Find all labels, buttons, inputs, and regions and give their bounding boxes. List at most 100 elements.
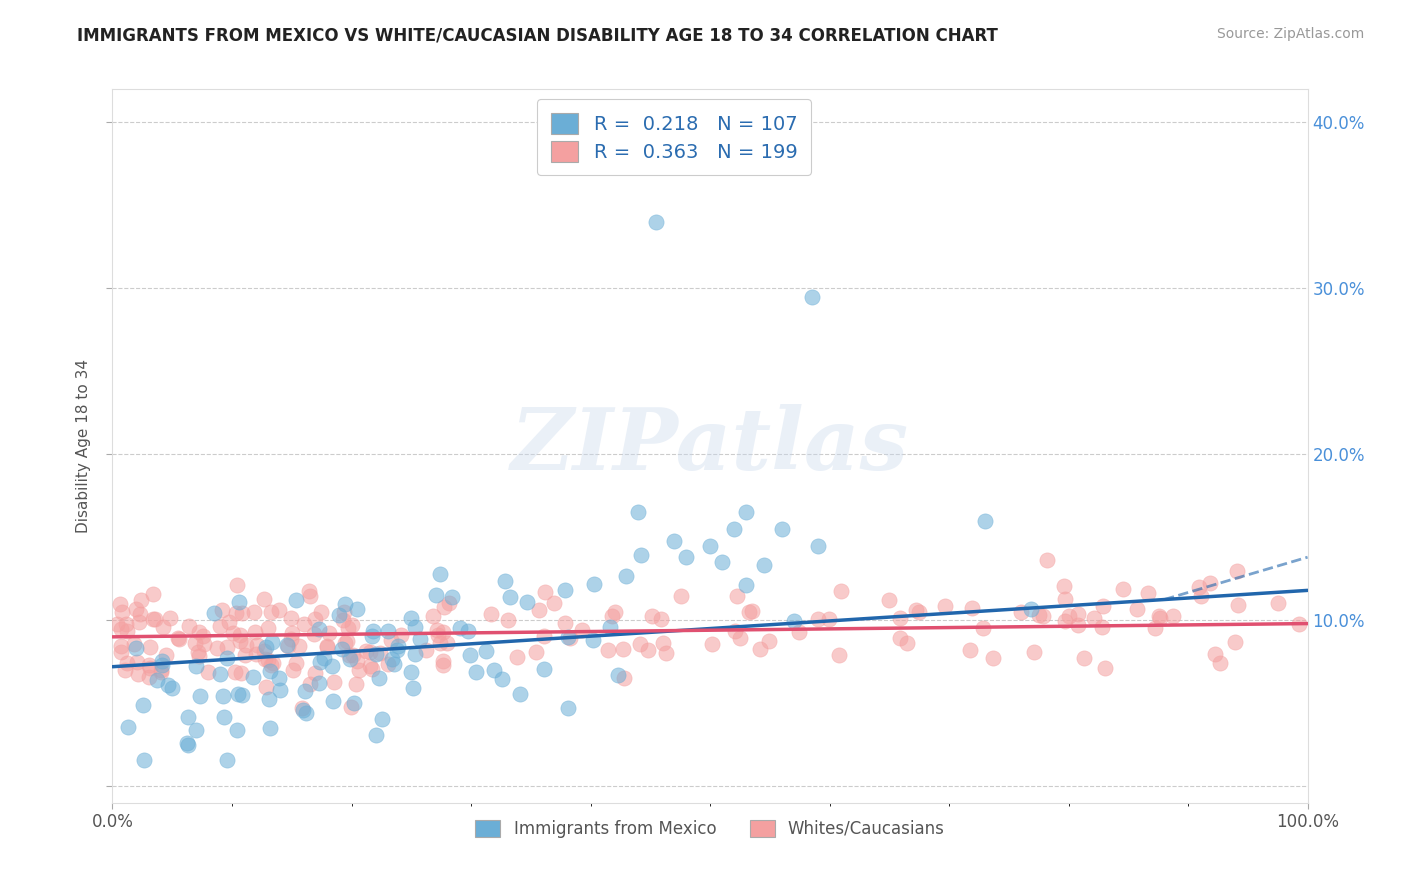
Point	[475, 644, 498, 658]
Point	[702, 637, 724, 651]
Point	[332, 614, 354, 628]
Point	[257, 692, 280, 706]
Point	[516, 595, 538, 609]
Point	[637, 643, 659, 657]
Point	[177, 709, 200, 723]
Point	[167, 632, 190, 646]
Point	[229, 634, 252, 648]
Point	[1024, 645, 1046, 659]
Point	[491, 672, 513, 686]
Point	[134, 754, 156, 768]
Point	[359, 659, 381, 673]
Point	[422, 608, 444, 623]
Point	[711, 555, 734, 569]
Point	[139, 661, 162, 675]
Point	[243, 624, 266, 639]
Point	[117, 720, 139, 734]
Point	[368, 646, 391, 660]
Point	[429, 636, 451, 650]
Y-axis label: Disability Age 18 to 34: Disability Age 18 to 34	[76, 359, 91, 533]
Point	[960, 600, 983, 615]
Point	[281, 626, 304, 640]
Point	[322, 694, 344, 708]
Point	[260, 657, 283, 672]
Point	[193, 637, 215, 651]
Point	[150, 665, 173, 680]
Point	[974, 514, 997, 528]
Point	[509, 687, 531, 701]
Point	[440, 591, 463, 605]
Point	[807, 539, 830, 553]
Point	[314, 651, 336, 665]
Point	[628, 638, 651, 652]
Point	[415, 643, 437, 657]
Point	[557, 630, 579, 644]
Point	[554, 583, 576, 598]
Point	[380, 632, 402, 647]
Point	[347, 663, 370, 677]
Point	[283, 663, 305, 677]
Point	[529, 602, 551, 616]
Point	[342, 696, 364, 710]
Point	[1073, 650, 1095, 665]
Point	[309, 605, 332, 619]
Point	[1227, 598, 1250, 612]
Point	[1136, 585, 1159, 599]
Point	[125, 655, 148, 669]
Point	[557, 701, 579, 715]
Point	[699, 539, 721, 553]
Point	[645, 215, 668, 229]
Point	[254, 640, 277, 655]
Point	[191, 629, 214, 643]
Point	[262, 656, 284, 670]
Point	[905, 603, 928, 617]
Point	[1019, 602, 1042, 616]
Point	[202, 606, 225, 620]
Point	[208, 619, 231, 633]
Point	[738, 606, 761, 620]
Point	[404, 647, 426, 661]
Point	[315, 640, 337, 654]
Point	[176, 736, 198, 750]
Point	[197, 665, 219, 679]
Point	[295, 706, 318, 721]
Point	[598, 643, 620, 657]
Point	[758, 633, 780, 648]
Point	[229, 665, 252, 680]
Point	[959, 642, 981, 657]
Point	[142, 612, 165, 626]
Point	[342, 618, 364, 632]
Point	[879, 593, 901, 607]
Point	[259, 665, 281, 679]
Point	[361, 624, 384, 639]
Point	[285, 593, 308, 607]
Point	[218, 615, 240, 630]
Point	[128, 615, 150, 630]
Point	[177, 738, 200, 752]
Point	[725, 589, 748, 603]
Point	[655, 646, 678, 660]
Point	[627, 505, 650, 519]
Point	[308, 676, 330, 690]
Point	[669, 589, 692, 603]
Point	[108, 597, 131, 611]
Point	[1149, 611, 1171, 625]
Point	[571, 623, 593, 637]
Point	[339, 652, 361, 666]
Point	[298, 583, 321, 598]
Point	[1057, 608, 1080, 623]
Point	[110, 645, 132, 659]
Point	[254, 652, 277, 666]
Point	[741, 604, 763, 618]
Point	[650, 612, 672, 626]
Point	[142, 587, 165, 601]
Point	[381, 652, 404, 666]
Point	[337, 648, 360, 663]
Point	[830, 584, 852, 599]
Point	[554, 615, 576, 630]
Point	[339, 700, 361, 714]
Point	[333, 597, 356, 611]
Point	[818, 612, 841, 626]
Point	[308, 623, 330, 637]
Point	[302, 627, 325, 641]
